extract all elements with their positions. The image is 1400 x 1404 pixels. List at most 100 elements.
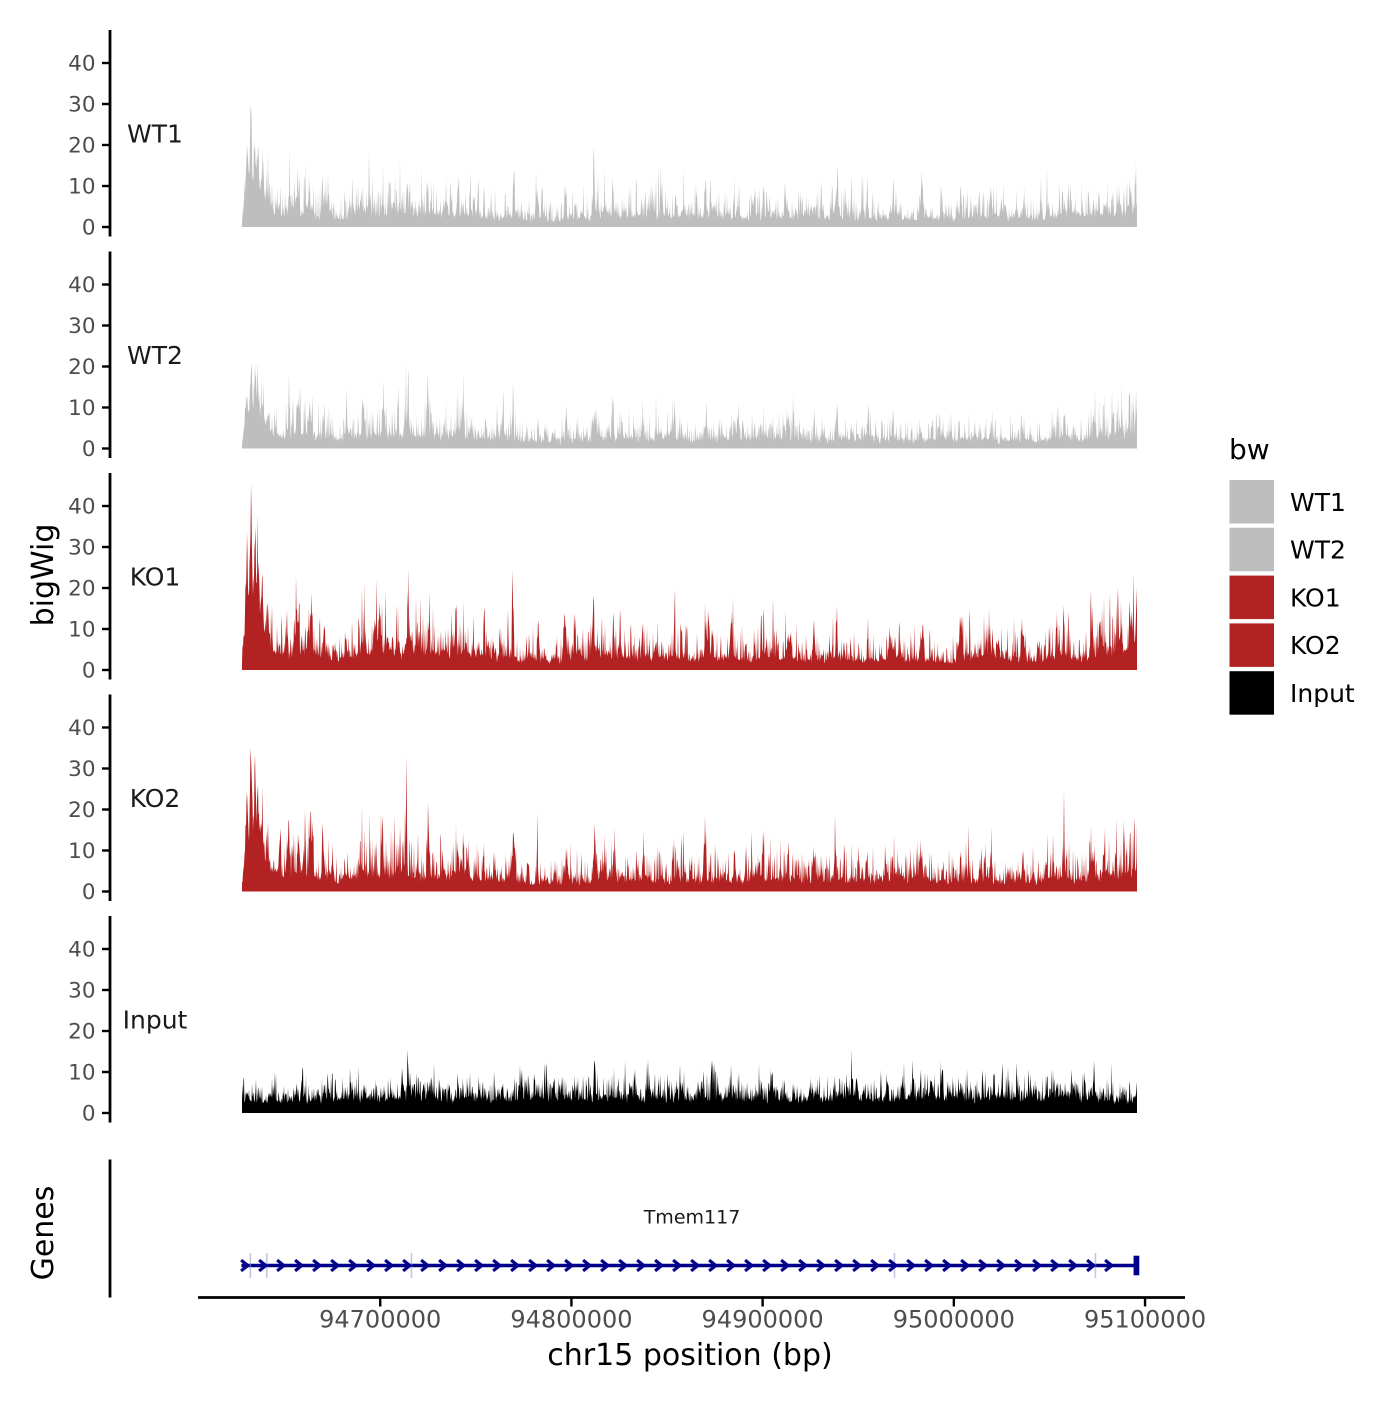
strand-arrow — [852, 1258, 863, 1273]
y-tick-label-ko1: 30 — [68, 536, 95, 561]
strand-arrow — [1014, 1258, 1025, 1273]
coverage-area-wt2 — [242, 361, 1137, 449]
strand-arrow — [312, 1258, 323, 1273]
gene-exon-block — [1133, 1255, 1140, 1276]
legend-label-ko1: KO1 — [1290, 583, 1341, 612]
y-tick-label-wt2: 30 — [68, 314, 95, 339]
y-tick-label-input: 30 — [68, 979, 95, 1004]
strand-arrow — [1032, 1258, 1043, 1273]
x-tick-label: 94900000 — [702, 1306, 824, 1334]
y-tick-label-ko2: 10 — [68, 839, 95, 864]
strand-arrow — [456, 1258, 467, 1273]
strand-arrow — [366, 1258, 377, 1273]
track-label-input: Input — [123, 1005, 188, 1034]
strand-arrow — [960, 1258, 971, 1273]
y-tick-label-wt2: 40 — [68, 273, 95, 298]
y-tick-label-wt1: 10 — [68, 175, 95, 200]
coverage-area-ko2 — [242, 748, 1137, 892]
strand-arrow — [1050, 1258, 1061, 1273]
legend: bw WT1 WT2 KO1 KO2 Input — [1229, 433, 1355, 715]
gene-model — [240, 1253, 1140, 1278]
strand-arrow — [816, 1258, 827, 1273]
strand-arrow — [798, 1258, 809, 1273]
track-label-ko2: KO2 — [130, 784, 181, 813]
strand-arrow — [888, 1258, 899, 1273]
y-tick-label-wt2: 10 — [68, 396, 95, 421]
strand-arrow — [1068, 1258, 1079, 1273]
legend-swatch-wt1 — [1229, 480, 1274, 524]
legend-label-wt1: WT1 — [1290, 488, 1346, 517]
x-axis: 94700000 94800000 94900000 95000000 95100000… — [198, 1296, 1206, 1373]
strand-arrow — [384, 1258, 395, 1273]
strand-arrow — [942, 1258, 953, 1273]
y-tick-label-wt2: 0 — [82, 437, 96, 462]
strand-arrow — [636, 1258, 647, 1273]
y-tick-label-wt1: 30 — [68, 93, 95, 118]
strand-arrow — [528, 1258, 539, 1273]
strand-arrow — [420, 1258, 431, 1273]
coverage-tracks: 0 10 20 30 40 WT1 0 10 20 30 40 WT2 0 10 20 30 40 KO1 0 10 2… — [68, 30, 1137, 1127]
panel-input: 0 10 20 30 40 Input — [68, 916, 1137, 1127]
strand-arrow — [690, 1258, 701, 1273]
strand-arrow — [996, 1258, 1007, 1273]
strand-arrow — [510, 1258, 521, 1273]
strand-arrow — [1086, 1258, 1097, 1273]
strand-arrow — [294, 1258, 305, 1273]
legend-swatch-ko2 — [1229, 623, 1274, 667]
strand-arrow — [240, 1258, 251, 1273]
strand-arrow — [546, 1258, 557, 1273]
legend-label-ko2: KO2 — [1290, 631, 1341, 660]
y-tick-label-ko1: 40 — [68, 495, 95, 520]
y-tick-label-ko1: 0 — [82, 659, 96, 684]
track-label-wt2: WT2 — [127, 341, 183, 370]
strand-arrow — [744, 1258, 755, 1273]
y-tick-label-input: 20 — [68, 1020, 95, 1045]
track-label-ko1: KO1 — [130, 562, 181, 591]
strand-arrow — [924, 1258, 935, 1273]
panel-wt1: 0 10 20 30 40 WT1 — [68, 30, 1137, 241]
strand-arrow — [1104, 1258, 1115, 1273]
coverage-area-wt1 — [242, 107, 1137, 227]
gene-name-label: Tmem117 — [643, 1207, 741, 1229]
panel-wt2: 0 10 20 30 40 WT2 — [68, 251, 1137, 462]
y-tick-label-input: 40 — [68, 938, 95, 963]
genes-panel: Genes Tmem117 — [26, 1159, 1140, 1298]
y-tick-label-ko1: 10 — [68, 618, 95, 643]
panel-ko1: 0 10 20 30 40 KO1 — [68, 473, 1137, 684]
legend-items: WT1 WT2 KO1 KO2 Input — [1229, 480, 1355, 715]
y-tick-label-ko2: 20 — [68, 798, 95, 823]
x-tick-label: 95000000 — [893, 1306, 1015, 1334]
x-axis-ticks: 94700000 94800000 94900000 95000000 95100000 — [319, 1298, 1206, 1334]
strand-arrow — [492, 1258, 503, 1273]
strand-arrow — [258, 1258, 269, 1273]
strand-arrow — [582, 1258, 593, 1273]
coverage-area-input — [242, 1049, 1137, 1113]
y-tick-label-ko2: 30 — [68, 757, 95, 782]
y-tick-label-input: 10 — [68, 1061, 95, 1086]
strand-arrow — [618, 1258, 629, 1273]
strand-arrow — [834, 1258, 845, 1273]
legend-label-wt2: WT2 — [1290, 536, 1346, 565]
legend-swatch-ko1 — [1229, 575, 1274, 620]
strand-arrow — [726, 1258, 737, 1273]
coverage-area-ko1 — [242, 483, 1137, 670]
strand-arrow — [438, 1258, 449, 1273]
strand-arrow — [762, 1258, 773, 1273]
strand-arrow — [474, 1258, 485, 1273]
strand-arrow — [402, 1258, 413, 1273]
strand-arrow — [780, 1258, 791, 1273]
x-tick-label: 95100000 — [1084, 1306, 1206, 1334]
y-tick-label-ko2: 0 — [82, 880, 96, 905]
track-label-wt1: WT1 — [127, 119, 183, 148]
legend-title: bw — [1229, 433, 1270, 466]
strand-arrow — [330, 1258, 341, 1273]
y-tick-label-input: 0 — [82, 1102, 96, 1127]
strand-arrow — [708, 1258, 719, 1273]
strand-arrow — [672, 1258, 683, 1273]
x-axis-title: chr15 position (bp) — [547, 1338, 832, 1373]
strand-arrow — [654, 1258, 665, 1273]
legend-label-input: Input — [1290, 679, 1355, 708]
strand-arrow — [564, 1258, 575, 1273]
